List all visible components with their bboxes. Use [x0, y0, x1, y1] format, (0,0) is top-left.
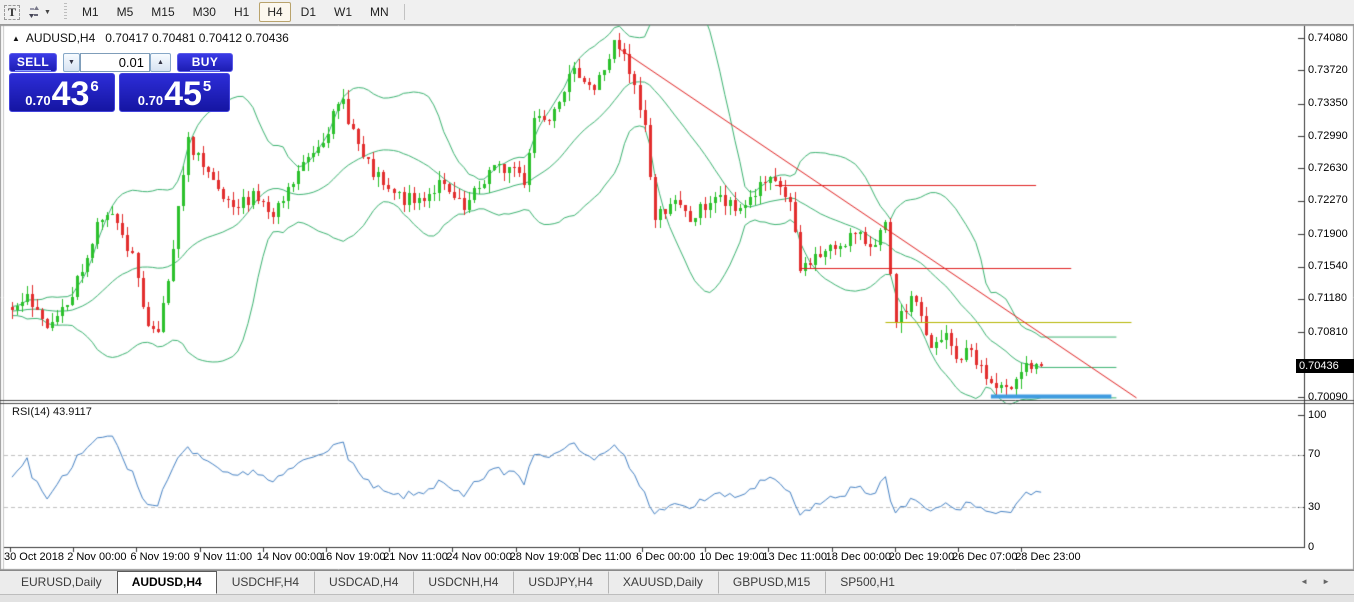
chart-tab-USDCHF-H4[interactable]: USDCHF,H4: [231, 575, 300, 589]
buy-price-pip: 5: [202, 78, 212, 95]
price-chart-canvas[interactable]: [0, 25, 1354, 570]
rsi-tick-label: 100: [1308, 408, 1327, 421]
arrange-windows-icon: [29, 6, 39, 18]
chart-tab-XAUUSD-Daily[interactable]: XAUUSD,Daily: [607, 571, 718, 594]
tabs-bottom-strip: [0, 594, 1354, 602]
chevron-up-icon: ▲: [157, 59, 164, 66]
rsi-tick-label: 30: [1308, 500, 1321, 513]
chart-tab-USDCAD-H4[interactable]: USDCAD,H4: [314, 571, 413, 594]
sell-price-pip: 6: [90, 78, 99, 95]
tf-button-M1[interactable]: M1: [74, 2, 107, 22]
toolbar-grip: [61, 3, 69, 21]
sell-button[interactable]: SELL: [9, 53, 57, 72]
tab-scroll-nav: ◄►: [1300, 577, 1344, 586]
chart-tab-USDJPY-H4[interactable]: USDJPY,H4: [513, 571, 607, 594]
toolbar-divider: [403, 4, 405, 20]
toolbar: T ▼ M1 M5 M15 M30 H1 H4 D1 W1 MN: [0, 0, 1354, 25]
chart-tab-AUDUSD-H4[interactable]: AUDUSD,H4: [116, 571, 217, 594]
date-tick-label: 28 Nov 19:00: [509, 551, 576, 563]
date-tick-label: 30 Oct 2018: [4, 551, 64, 563]
lot-decrease-button[interactable]: ▼: [63, 53, 80, 72]
tf-button-MN[interactable]: MN: [362, 2, 397, 22]
price-tick-label: 0.70810: [1308, 325, 1348, 338]
chart-symbol-label: AUDUSD,H4: [25, 31, 96, 45]
buy-price-display[interactable]: 0.70 45 5: [119, 73, 230, 112]
date-tick-label: 3 Dec 11:00: [572, 551, 632, 563]
price-tick-label: 0.71540: [1308, 260, 1348, 273]
price-tick-label: 0.72270: [1308, 194, 1348, 207]
tf-button-M5[interactable]: M5: [109, 2, 142, 22]
chart-tab-GBPUSD-M15[interactable]: GBPUSD,M15: [717, 571, 825, 594]
price-tick-label: 0.74080: [1308, 31, 1348, 44]
chart-tab-SP500-H1[interactable]: SP500,H1: [825, 571, 910, 594]
date-tick-label: 14 Nov 00:00: [256, 551, 323, 563]
tf-button-H1[interactable]: H1: [226, 2, 257, 22]
date-tick-label: 26 Dec 07:00: [952, 551, 1018, 563]
date-tick-label: 18 Dec 00:00: [825, 551, 892, 563]
date-tick-label: 20 Dec 19:00: [888, 551, 955, 563]
chart-tab-EURUSD-Daily[interactable]: EURUSD,Daily: [21, 575, 102, 589]
chart-window: ▲ AUDUSD,H4 0.70417 0.70481 0.70412 0.7043…: [0, 25, 1354, 570]
timeframe-group: M1 M5 M15 M30 H1 H4 D1 W1 MN: [73, 2, 398, 22]
price-tick-label: 0.71180: [1308, 292, 1347, 305]
price-tick-label: 0.72990: [1308, 129, 1348, 142]
rsi-tick-label: 70: [1308, 448, 1321, 461]
tf-button-W1[interactable]: W1: [326, 2, 360, 22]
tab-scroll-right-button[interactable]: ►: [1322, 577, 1344, 586]
tf-button-H4[interactable]: H4: [259, 2, 291, 22]
buy-price-prefix: 0.70: [137, 93, 164, 108]
lot-size-input[interactable]: [80, 53, 150, 72]
price-tick-label: 0.72630: [1308, 161, 1348, 174]
sell-button-label: SELL: [14, 54, 52, 71]
rsi-tick-label: 0: [1308, 540, 1315, 553]
lot-increase-button[interactable]: ▲: [150, 53, 171, 72]
date-tick-label: 16 Nov 19:00: [320, 551, 386, 563]
date-tick-label: 13 Dec 11:00: [762, 551, 828, 563]
price-tick-label: 0.70090: [1308, 390, 1348, 403]
price-tick-label: 0.71900: [1308, 227, 1348, 240]
buy-button-label: BUY: [189, 54, 221, 71]
chart-ohlc-values: 0.70417 0.70481 0.70412 0.70436: [105, 31, 289, 45]
date-tick-label: 2 Nov 00:00: [67, 551, 127, 563]
tf-button-M30[interactable]: M30: [185, 2, 224, 22]
sell-price-big: 43: [51, 75, 90, 113]
chart-title: ▲ AUDUSD,H4 0.70417 0.70481 0.70412 0.7043…: [12, 31, 289, 45]
date-tick-label: 21 Nov 11:00: [383, 551, 448, 563]
date-tick-label: 24 Nov 00:00: [446, 551, 512, 563]
date-tick-label: 6 Dec 00:00: [636, 551, 696, 563]
sell-price-prefix: 0.70: [25, 93, 51, 108]
buy-button[interactable]: BUY: [177, 53, 233, 72]
collapse-panel-icon[interactable]: ▲: [12, 34, 20, 43]
buy-price-big: 45: [164, 75, 202, 113]
rsi-indicator-label: RSI(14) 43.9117: [12, 406, 92, 418]
price-tick-label: 0.73350: [1308, 97, 1348, 110]
chart-tab-USDCNH-H4[interactable]: USDCNH,H4: [413, 571, 513, 594]
chart-tabs-row: EURUSD,Daily AUDUSD,H4 USDCHF,H4 USDCAD,H4 U…: [0, 571, 1354, 594]
chevron-down-icon: ▼: [44, 8, 51, 16]
text-tool-icon: T: [3, 4, 20, 20]
sell-price-display[interactable]: 0.70 43 6: [9, 73, 115, 112]
date-tick-label: 10 Dec 19:00: [699, 551, 765, 563]
chart-tabs-bar: EURUSD,Daily AUDUSD,H4 USDCHF,H4 USDCAD,H4 U…: [0, 570, 1354, 602]
date-tick-label: 9 Nov 11:00: [193, 551, 253, 563]
tf-button-M15[interactable]: M15: [143, 2, 182, 22]
tf-button-D1[interactable]: D1: [293, 2, 324, 22]
price-tick-label: 0.73720: [1308, 63, 1348, 76]
current-price-badge: 0.70436: [1296, 359, 1354, 373]
tab-scroll-left-button[interactable]: ◄: [1300, 577, 1323, 586]
date-tick-label: 28 Dec 23:00: [1015, 551, 1081, 563]
arrange-windows-button[interactable]: ▼: [25, 2, 53, 22]
chevron-down-icon: ▼: [68, 59, 75, 66]
date-tick-label: 6 Nov 19:00: [130, 551, 190, 563]
text-tool-button[interactable]: T: [1, 2, 23, 22]
